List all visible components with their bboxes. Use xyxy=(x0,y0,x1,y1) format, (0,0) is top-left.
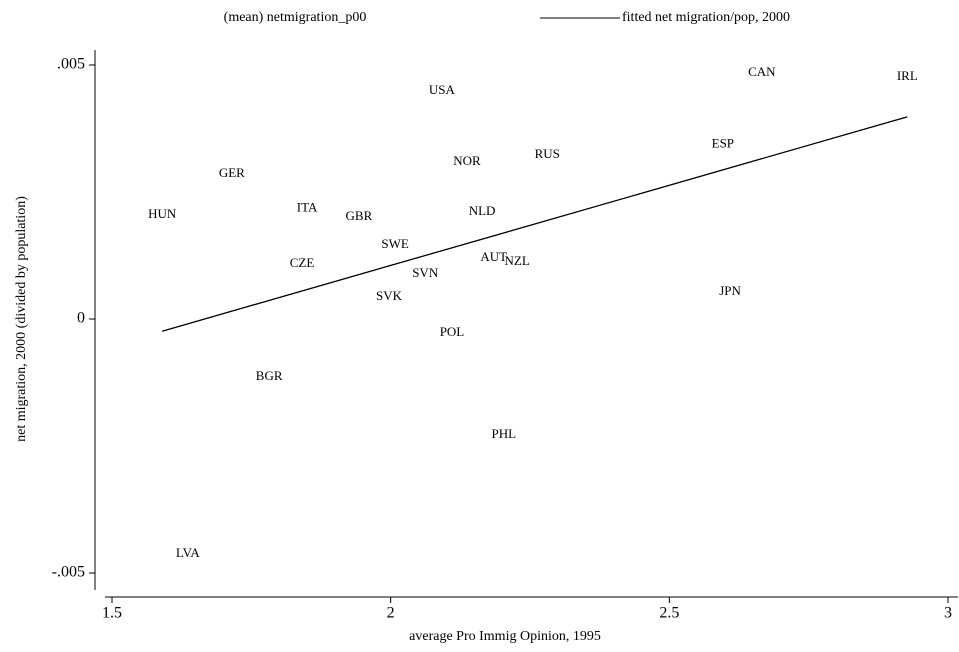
point-label: IRL xyxy=(897,68,918,83)
point-label: PHL xyxy=(492,426,517,441)
point-label: SVK xyxy=(376,288,403,303)
point-label: SVN xyxy=(412,265,439,280)
point-label: BGR xyxy=(256,368,283,383)
legend-label: fitted net migration/pop, 2000 xyxy=(622,10,790,25)
point-label: NLD xyxy=(469,203,496,218)
point-label: GER xyxy=(219,165,245,180)
point-label: NOR xyxy=(453,153,481,168)
point-label: SWE xyxy=(381,236,409,251)
x-axis-title: average Pro Immig Opinion, 1995 xyxy=(409,629,601,644)
x-tick-label: 3 xyxy=(944,605,952,622)
point-label: CZE xyxy=(290,255,315,270)
point-label: NZL xyxy=(505,253,530,268)
x-tick-label: 1.5 xyxy=(102,605,122,622)
legend-label: (mean) netmigration_p00 xyxy=(224,10,367,25)
point-label: HUN xyxy=(148,206,177,221)
point-label: ESP xyxy=(712,136,734,151)
y-axis-title: net migration, 2000 (divided by populati… xyxy=(14,196,29,442)
y-tick-label: 0 xyxy=(77,310,85,327)
point-label: JPN xyxy=(719,283,741,298)
x-tick-label: 2.5 xyxy=(659,605,679,622)
point-label: CAN xyxy=(748,64,776,79)
y-tick-label: .005 xyxy=(57,56,85,73)
y-tick-label: -.005 xyxy=(52,564,85,581)
point-label: ITA xyxy=(297,200,318,215)
fit-line xyxy=(161,116,908,332)
point-label: RUS xyxy=(535,146,560,161)
x-tick-label: 2 xyxy=(387,605,395,622)
point-label: AUT xyxy=(480,249,507,264)
point-label: POL xyxy=(440,324,465,339)
point-label: LVA xyxy=(176,545,200,560)
point-label: GBR xyxy=(346,208,373,223)
point-label: USA xyxy=(429,82,456,97)
